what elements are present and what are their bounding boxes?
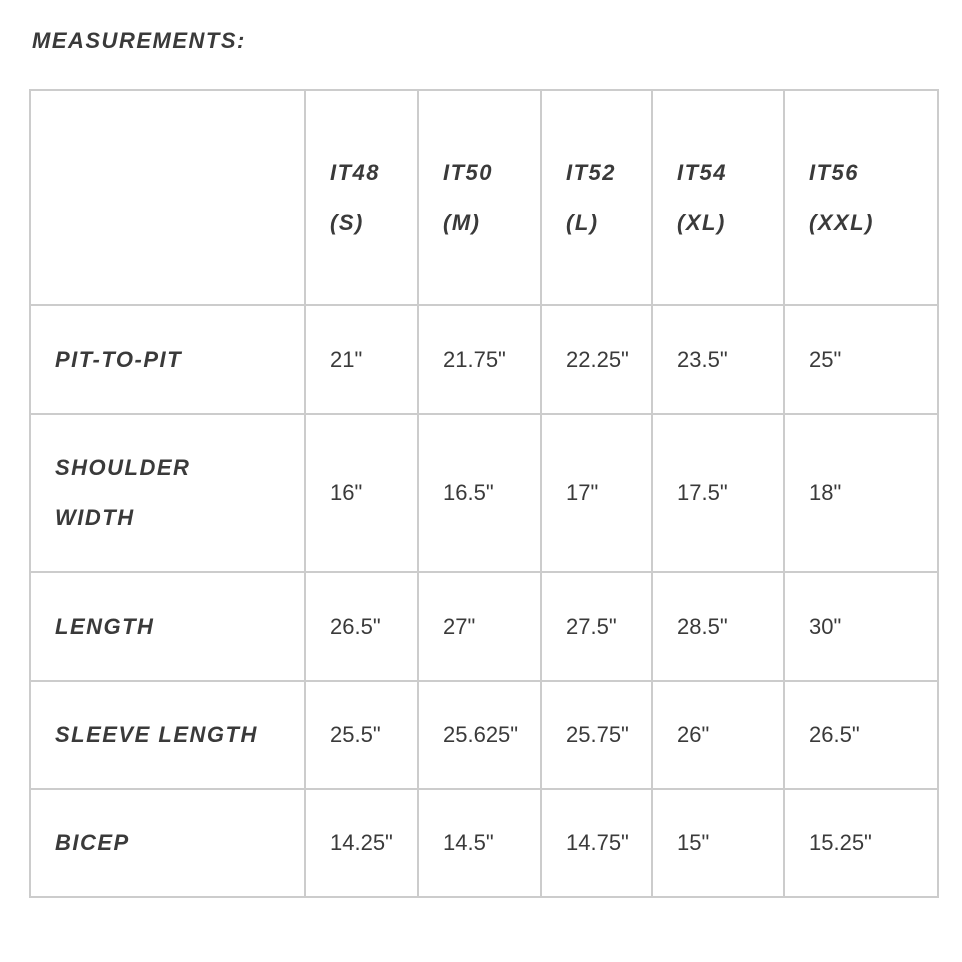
value-cell: 16"	[304, 413, 419, 573]
value-cell: 21.75"	[417, 304, 542, 415]
column-header: IT50 (M)	[417, 89, 542, 306]
value-cell: 23.5"	[651, 304, 785, 415]
table-row: LENGTH 26.5" 27" 27.5" 28.5" 30"	[29, 571, 939, 682]
column-header: IT54 (XL)	[651, 89, 785, 306]
value-cell: 26.5"	[304, 571, 419, 682]
row-label: LENGTH	[29, 571, 306, 682]
value-cell: 27.5"	[540, 571, 653, 682]
value-cell: 27"	[417, 571, 542, 682]
value-cell: 30"	[783, 571, 939, 682]
row-label: BICEP	[29, 788, 306, 898]
table-row: PIT-TO-PIT 21" 21.75" 22.25" 23.5" 25"	[29, 304, 939, 415]
table-row: BICEP 14.25" 14.5" 14.75" 15" 15.25"	[29, 788, 939, 898]
value-cell: 16.5"	[417, 413, 542, 573]
value-cell: 28.5"	[651, 571, 785, 682]
value-cell: 21"	[304, 304, 419, 415]
value-cell: 25.75"	[540, 680, 653, 790]
value-cell: 15.25"	[783, 788, 939, 898]
row-label: PIT-TO-PIT	[29, 304, 306, 415]
value-cell: 22.25"	[540, 304, 653, 415]
value-cell: 26"	[651, 680, 785, 790]
value-cell: 14.75"	[540, 788, 653, 898]
column-header: IT48 (S)	[304, 89, 419, 306]
table-row: SHOULDER WIDTH 16" 16.5" 17" 17.5" 18"	[29, 413, 939, 573]
value-cell: 26.5"	[783, 680, 939, 790]
column-header: IT52 (L)	[540, 89, 653, 306]
header-row: IT48 (S) IT50 (M) IT52 (L) IT54 (XL) IT56 (XX…	[29, 89, 939, 306]
value-cell: 25.625"	[417, 680, 542, 790]
value-cell: 14.5"	[417, 788, 542, 898]
value-cell: 17"	[540, 413, 653, 573]
value-cell: 14.25"	[304, 788, 419, 898]
row-label: SHOULDER WIDTH	[29, 413, 306, 573]
value-cell: 17.5"	[651, 413, 785, 573]
measurements-table: IT48 (S) IT50 (M) IT52 (L) IT54 (XL) IT56 (XX…	[29, 89, 939, 898]
value-cell: 18"	[783, 413, 939, 573]
value-cell: 25"	[783, 304, 939, 415]
row-label: SLEEVE LENGTH	[29, 680, 306, 790]
value-cell: 25.5"	[304, 680, 419, 790]
table-row: SLEEVE LENGTH 25.5" 25.625" 25.75" 26" 26.5"	[29, 680, 939, 790]
section-title: MEASUREMENTS:	[32, 28, 246, 53]
empty-header-cell	[29, 89, 306, 306]
value-cell: 15"	[651, 788, 785, 898]
column-header: IT56 (XXL)	[783, 89, 939, 306]
